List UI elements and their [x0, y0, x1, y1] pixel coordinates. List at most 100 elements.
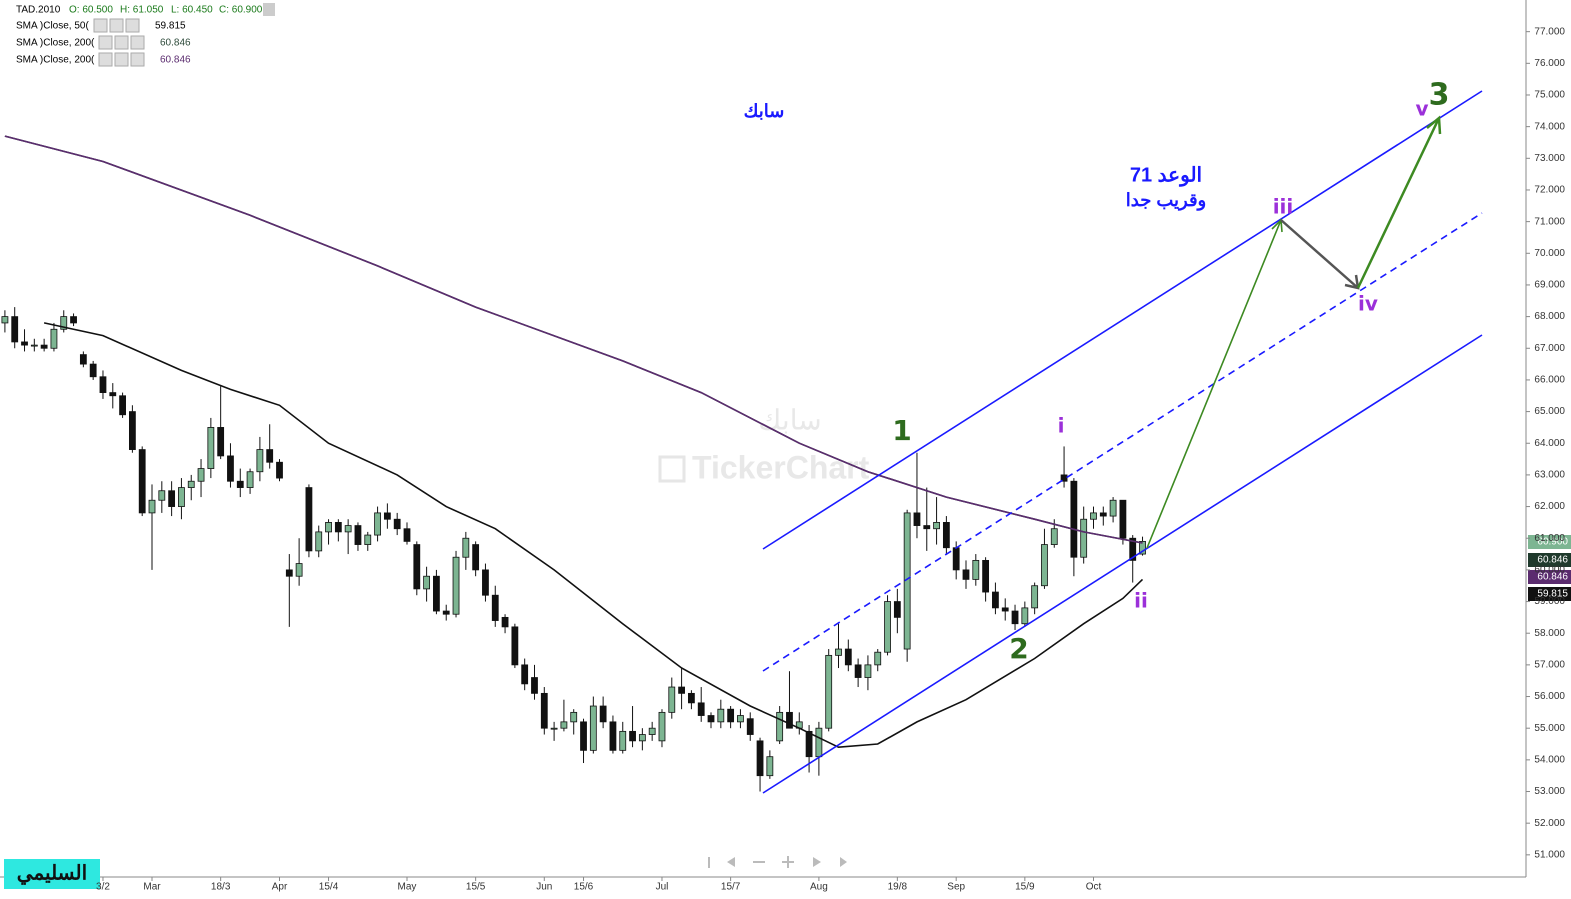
candle-body [942, 522, 950, 549]
candle-body [815, 727, 823, 758]
candle-body [79, 354, 87, 365]
candle-body [766, 756, 774, 777]
candle-body [109, 392, 117, 397]
ohlc-label: L: 60.450 [171, 5, 213, 16]
ma-line [4, 135, 1143, 544]
nav-button[interactable] [840, 857, 847, 867]
y-tick-label: 53.000 [1534, 786, 1565, 797]
candle-body [128, 411, 136, 450]
icon-button[interactable] [98, 52, 113, 67]
icon-button[interactable] [130, 52, 145, 67]
target-note: وقريب جدا [1126, 190, 1207, 211]
icon-button[interactable] [125, 18, 140, 33]
arrow-up [1356, 117, 1441, 289]
candle-body [30, 344, 38, 347]
y-tick-label: 76.000 [1534, 58, 1565, 69]
candle-body [756, 740, 764, 777]
candle-body [315, 531, 323, 552]
icon-button[interactable] [130, 35, 145, 50]
candle-body [168, 490, 176, 507]
candle-body [138, 449, 146, 514]
candle-body [99, 376, 107, 393]
watermark-name: سابك [758, 404, 821, 435]
icon-button[interactable] [93, 18, 108, 33]
y-tick-label: 65.000 [1534, 406, 1565, 417]
price-tag [1528, 553, 1571, 567]
y-tick-label: 61.000 [1534, 533, 1565, 544]
x-tick-label: Apr [272, 882, 288, 893]
candle-body [648, 727, 656, 735]
y-tick-label: 63.000 [1534, 470, 1565, 481]
candle-body [933, 522, 940, 530]
x-tick-label: 19/8 [888, 882, 908, 893]
wave-label: 3 [1429, 78, 1450, 113]
candle-body [717, 708, 725, 723]
candle-body [491, 594, 499, 621]
candle-body [178, 487, 185, 507]
candle-body [746, 718, 754, 735]
nav-button[interactable] [782, 856, 794, 868]
candle-body [658, 711, 666, 742]
wave-label: ii [1134, 589, 1148, 613]
y-tick-label: 66.000 [1534, 375, 1565, 386]
arrow-head [1426, 115, 1442, 135]
author-box [4, 859, 100, 889]
candle-body [344, 525, 352, 533]
legend-value: 60.846 [160, 38, 191, 49]
candle-body [158, 490, 166, 501]
y-tick-label: 69.000 [1534, 280, 1565, 291]
candle-body [835, 648, 842, 656]
y-tick-label: 56.000 [1534, 691, 1565, 702]
candle-body [580, 721, 587, 751]
x-tick-label: 15/9 [1015, 882, 1035, 893]
candle-body [1109, 499, 1117, 517]
x-tick-label: Jun [536, 882, 552, 893]
candle-body [844, 648, 852, 666]
candle-body [737, 715, 744, 723]
y-tick-label: 54.000 [1534, 754, 1565, 765]
candle-body [364, 534, 372, 545]
icon-button[interactable] [114, 52, 129, 67]
nav-toolbar [708, 856, 847, 868]
candle-body [629, 730, 636, 742]
candle-body [884, 601, 891, 653]
candle-body [903, 512, 911, 650]
candle-body [570, 711, 578, 723]
price-tag-label: 60.846 [1537, 555, 1568, 566]
x-tick-label: 15/7 [721, 882, 741, 893]
price-tags: 60.900 60.846 60.846 59.815 [1528, 535, 1571, 601]
nav-button[interactable] [708, 857, 710, 868]
candle-body [227, 455, 234, 482]
candle-body [236, 480, 244, 488]
candle-body [403, 528, 411, 542]
x-tick-label: 3/2 [96, 882, 110, 893]
menu-button[interactable] [263, 3, 275, 16]
drawings [762, 90, 1483, 794]
x-tick-label: Jul [656, 882, 669, 893]
price-tag [1528, 587, 1571, 601]
candle-body [11, 316, 19, 343]
y-tick-label: 77.000 [1534, 26, 1565, 37]
icon-button[interactable] [114, 35, 129, 50]
candle-body [1011, 610, 1019, 625]
x-tick-label: Mar [143, 882, 161, 893]
icon-button[interactable] [98, 35, 113, 50]
candle-body [285, 569, 293, 577]
candle-body [393, 518, 401, 530]
wave-label: 2 [1009, 632, 1028, 665]
nav-button[interactable] [813, 857, 821, 867]
candle-body [21, 341, 28, 346]
candle-body [354, 525, 362, 545]
author: السليمي [17, 862, 87, 885]
x-tick-label: Oct [1086, 882, 1102, 893]
candle-body [727, 708, 735, 723]
icon-button[interactable] [109, 18, 124, 33]
wave-label: iii [1273, 195, 1294, 219]
wave-label: i [1058, 414, 1065, 438]
nav-button[interactable] [753, 861, 765, 863]
candle-body [1041, 544, 1048, 587]
candle-body [786, 711, 793, 729]
candle-body [521, 664, 529, 685]
candle-body [864, 664, 872, 678]
nav-button[interactable] [727, 857, 735, 867]
